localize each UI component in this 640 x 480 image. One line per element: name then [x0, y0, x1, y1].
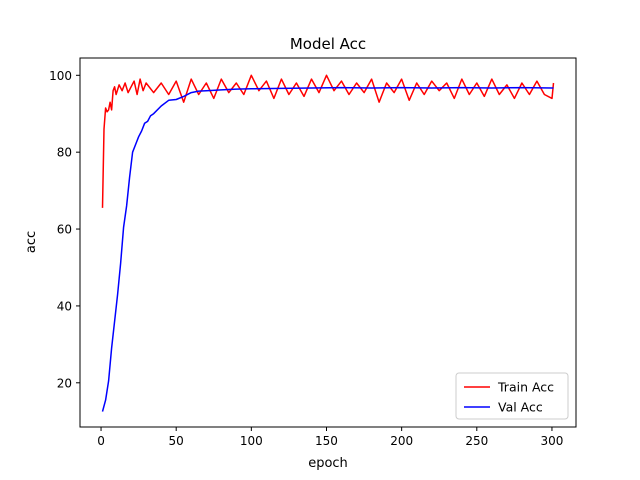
y-tick-label: 20	[57, 376, 72, 390]
x-tick-label: 0	[97, 434, 105, 448]
x-axis-ticks: 0 50 100 150 200 250 300	[97, 427, 563, 448]
series-line-val-acc	[101, 86, 554, 412]
legend-label: Val Acc	[498, 400, 543, 415]
y-axis-label: acc	[24, 231, 39, 253]
x-tick-label: 300	[540, 434, 563, 448]
y-tick-label: 60	[57, 223, 72, 237]
y-tick-label: 40	[57, 299, 72, 313]
series-lines	[101, 74, 555, 412]
y-tick-label: 100	[49, 69, 72, 83]
x-tick-label: 200	[390, 434, 413, 448]
plot-frame	[79, 57, 577, 428]
series-line-train-acc	[101, 74, 555, 208]
x-tick-label: 50	[169, 434, 184, 448]
legend: Train Acc Val Acc	[455, 372, 569, 420]
x-tick-label: 150	[315, 434, 338, 448]
legend-label: Train Acc	[497, 380, 554, 395]
y-tick-label: 80	[57, 146, 72, 160]
y-axis-ticks: 20 40 60 80 100	[49, 69, 80, 390]
x-tick-label: 250	[465, 434, 488, 448]
x-tick-label: 100	[240, 434, 263, 448]
chart-title: Model Acc	[290, 35, 366, 53]
x-axis-label: epoch	[308, 456, 348, 471]
